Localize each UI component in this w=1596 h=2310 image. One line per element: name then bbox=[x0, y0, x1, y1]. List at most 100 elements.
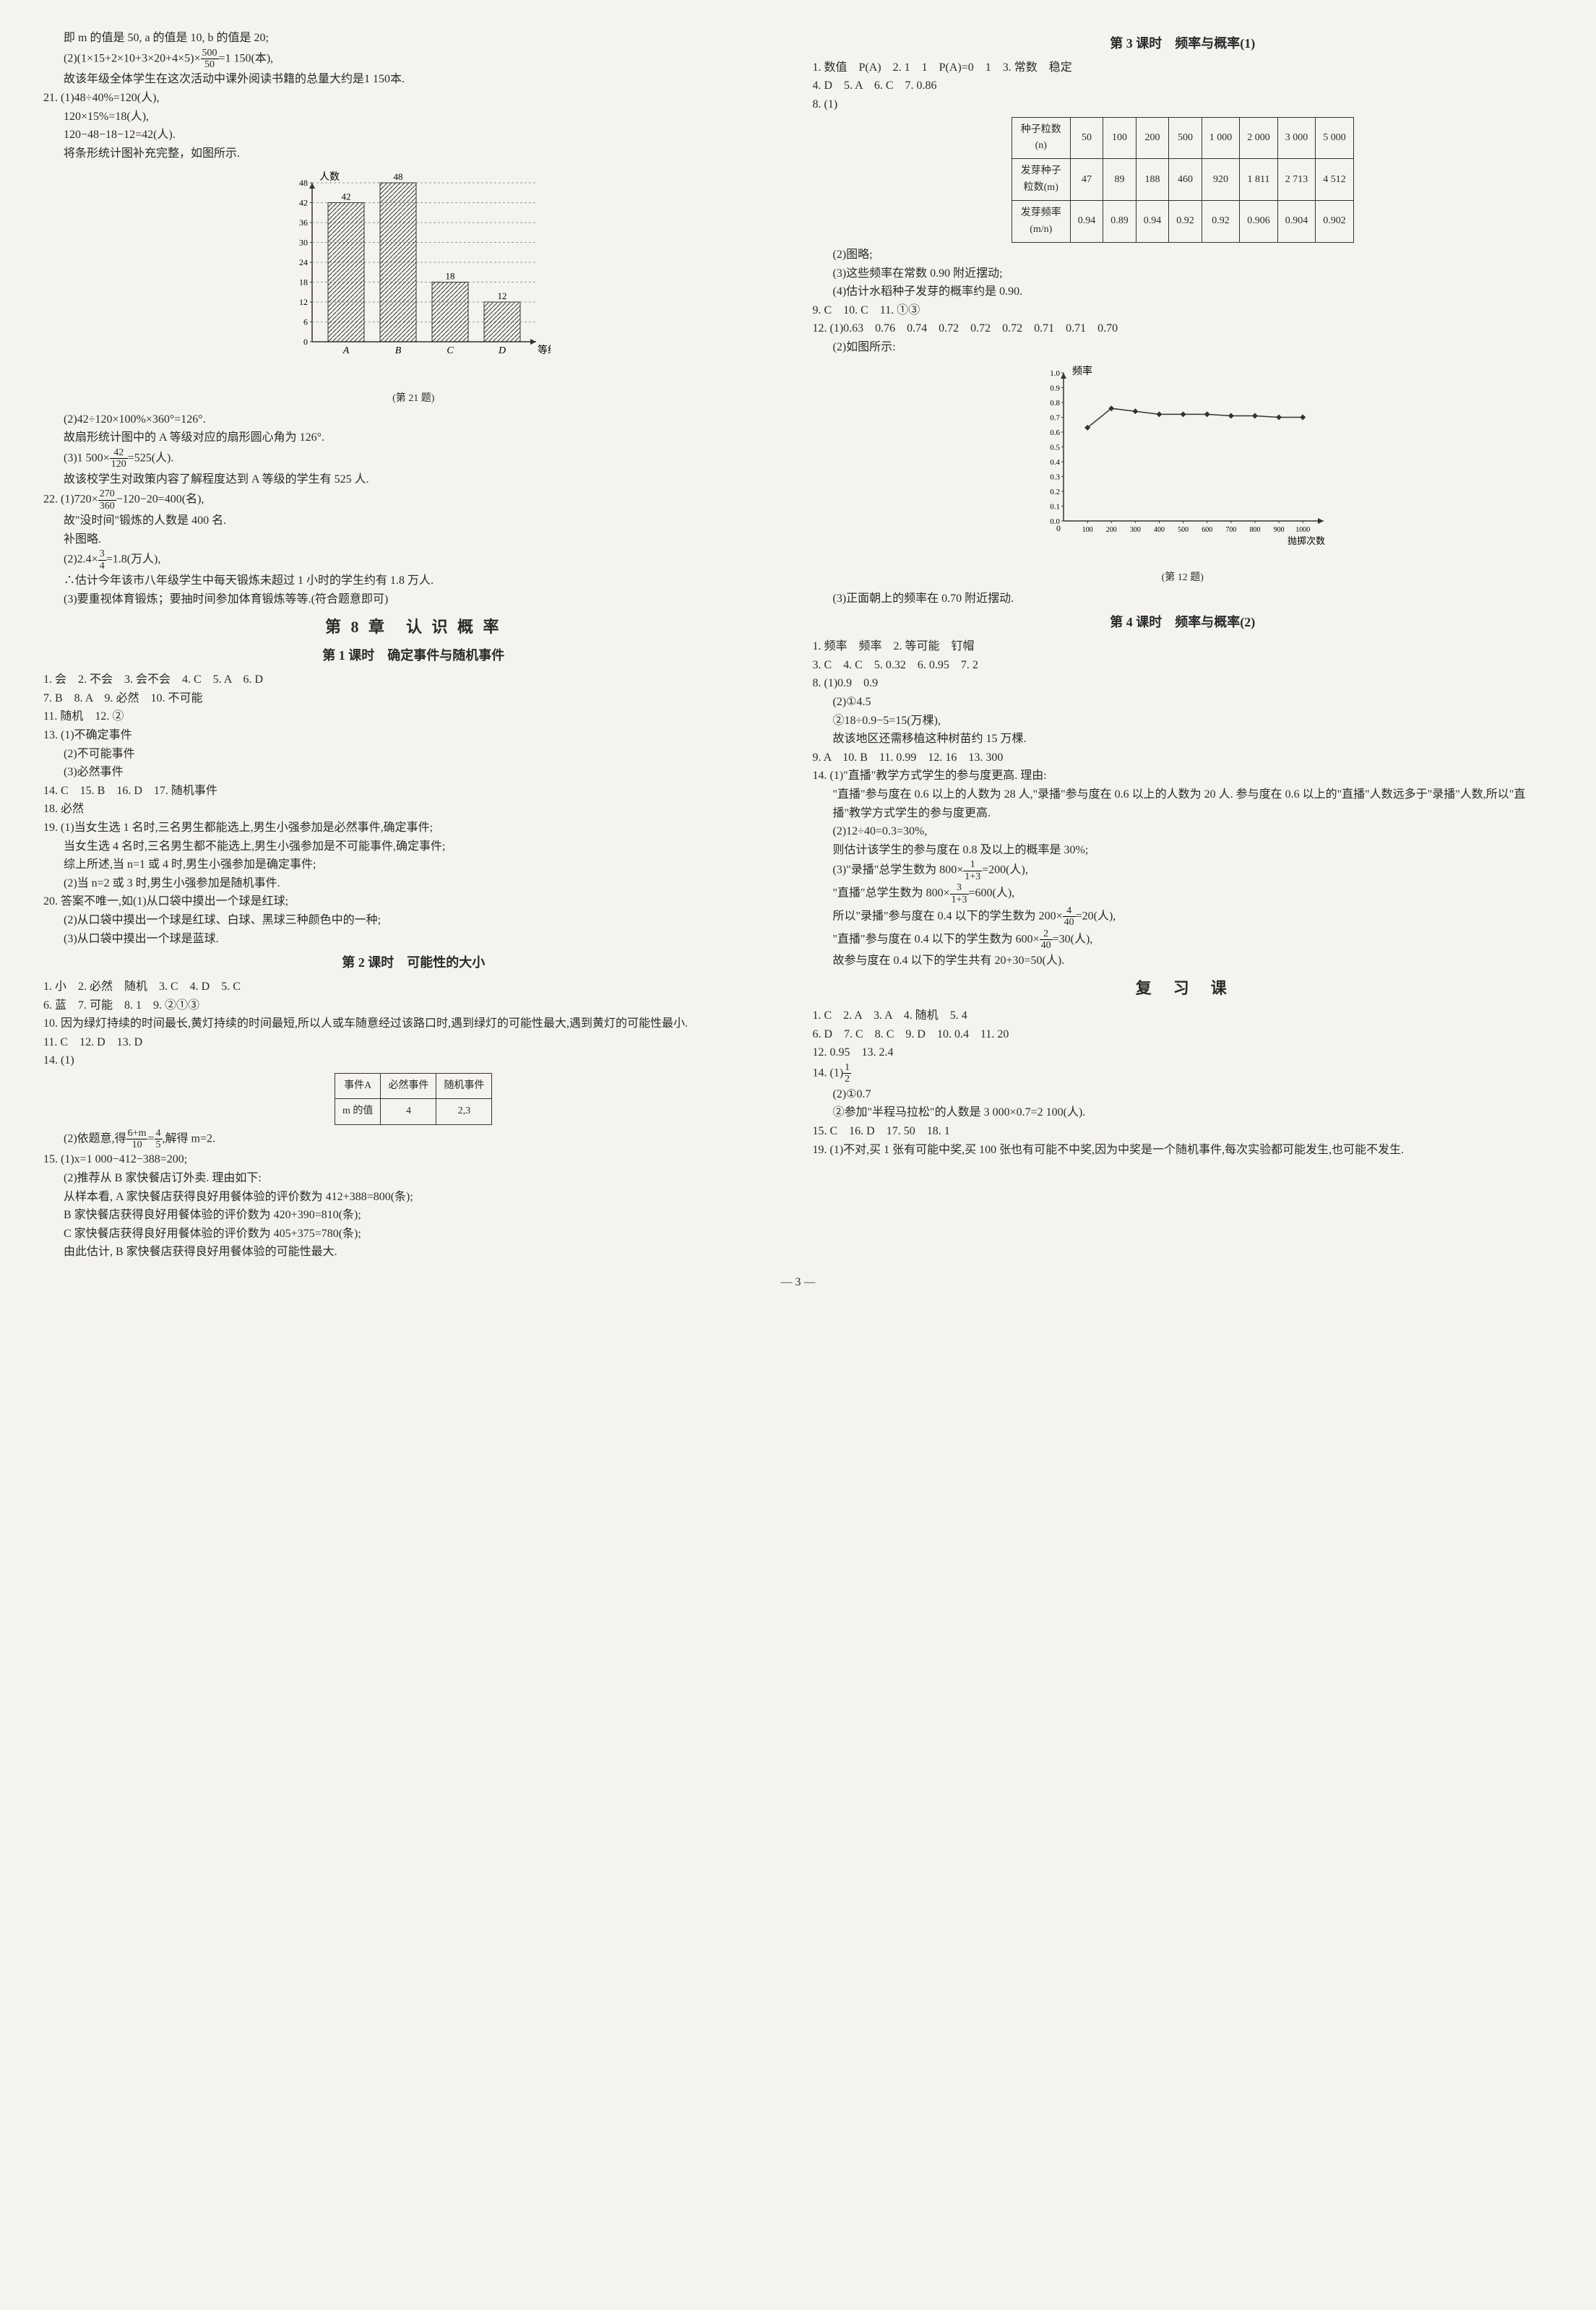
text-line: 4. D 5. A 6. C 7. 0.86 bbox=[813, 77, 1553, 95]
text-line: (3)必然事件 bbox=[43, 763, 784, 782]
text: 22. (1)720× bbox=[43, 494, 98, 506]
text: =1.8(万人), bbox=[106, 553, 161, 566]
text-line: 3. C 4. C 5. 0.32 6. 0.95 7. 2 bbox=[813, 656, 1553, 675]
svg-text:0: 0 bbox=[1056, 523, 1061, 533]
text-line: 9. C 10. C 11. ①③ bbox=[813, 301, 1553, 320]
text-line: 22. (1)720×270360−120−20=400(名), bbox=[43, 488, 784, 512]
text: "直播"参与度在 0.4 以下的学生数为 600× bbox=[833, 933, 1040, 945]
svg-text:0.2: 0.2 bbox=[1050, 488, 1060, 496]
section-title: 第 1 课时 确定事件与随机事件 bbox=[43, 645, 784, 666]
svg-text:48: 48 bbox=[394, 171, 403, 182]
text: = bbox=[147, 1132, 154, 1145]
text-line: (3)"录播"总学生数为 800×11+3=200(人), bbox=[813, 859, 1553, 882]
svg-text:0.1: 0.1 bbox=[1050, 503, 1060, 512]
chapter-title: 第 8 章 认 识 概 率 bbox=[43, 614, 784, 639]
text-line: 21. (1)48÷40%=120(人), bbox=[43, 89, 784, 108]
cell: 4 512 bbox=[1316, 159, 1354, 201]
table-q8: 种子粒数(n)501002005001 0002 0003 0005 000发芽… bbox=[1011, 117, 1354, 243]
text-line: (3)要重视体育锻炼；要抽时间参加体育锻炼等等.(符合题意即可) bbox=[43, 590, 784, 609]
fraction: 440 bbox=[1063, 905, 1076, 928]
right-column: 第 3 课时 频率与概率(1) 1. 数值 P(A) 2. 1 1 P(A)=0… bbox=[813, 29, 1553, 1262]
text-line: "直播"参与度在 0.6 以上的人数为 28 人,"录播"参与度在 0.6 以上… bbox=[813, 785, 1553, 822]
text-line: 1. 会 2. 不会 3. 会不会 4. C 5. A 6. D bbox=[43, 671, 784, 689]
fraction: 42120 bbox=[110, 447, 128, 470]
text-line: 则估计该学生的参与度在 0.8 及以上的概率是 30%; bbox=[813, 841, 1553, 860]
svg-text:24: 24 bbox=[299, 257, 308, 267]
svg-text:18: 18 bbox=[446, 271, 455, 282]
text-line: 15. (1)x=1 000−412−388=200; bbox=[43, 1150, 784, 1169]
cell: 1 000 bbox=[1202, 117, 1240, 159]
section-title: 第 4 课时 频率与概率(2) bbox=[813, 612, 1553, 633]
text-line: (2)①0.7 bbox=[813, 1085, 1553, 1104]
text-line: 补图略. bbox=[43, 530, 784, 549]
cell: 920 bbox=[1202, 159, 1240, 201]
page-number: — 3 — bbox=[43, 1273, 1553, 1292]
text-line: (2)图略; bbox=[813, 246, 1553, 264]
text-line: 所以"录播"参与度在 0.4 以下的学生数为 200×440=20(人), bbox=[813, 905, 1553, 928]
text-line: (2)如图所示: bbox=[813, 338, 1553, 357]
svg-text:500: 500 bbox=[1178, 526, 1189, 534]
svg-text:B: B bbox=[395, 345, 402, 356]
text: =525(人). bbox=[128, 452, 174, 464]
text: (3)1 500× bbox=[64, 452, 110, 464]
text-line: 12. (1)0.63 0.76 0.74 0.72 0.72 0.72 0.7… bbox=[813, 319, 1553, 338]
text: =30(人), bbox=[1053, 933, 1093, 945]
text-line: 13. (1)不确定事件 bbox=[43, 726, 784, 745]
svg-text:42: 42 bbox=[342, 191, 351, 202]
cell: 100 bbox=[1103, 117, 1136, 159]
text-line: 120×15%=18(人), bbox=[43, 108, 784, 126]
svg-text:0.9: 0.9 bbox=[1050, 384, 1060, 393]
svg-text:1000: 1000 bbox=[1295, 526, 1310, 534]
svg-text:900: 900 bbox=[1273, 526, 1284, 534]
cell: 事件A bbox=[335, 1073, 381, 1098]
cell: 500 bbox=[1169, 117, 1202, 159]
cell: 0.92 bbox=[1169, 201, 1202, 243]
fraction: 12 bbox=[843, 1062, 851, 1085]
svg-text:36: 36 bbox=[299, 217, 308, 228]
table-row: 发芽频率(m/n)0.940.890.940.920.920.9060.9040… bbox=[1011, 201, 1353, 243]
svg-text:800: 800 bbox=[1249, 526, 1260, 534]
text-line: 由此估计, B 家快餐店获得良好用餐体验的可能性最大. bbox=[43, 1243, 784, 1262]
page: 即 m 的值是 50, a 的值是 10, b 的值是 20; (2)(1×15… bbox=[43, 29, 1553, 1262]
text-line: (3)这些频率在常数 0.90 附近摆动; bbox=[813, 264, 1553, 283]
text-line: 11. 随机 12. ② bbox=[43, 707, 784, 726]
text-line: "直播"参与度在 0.4 以下的学生数为 600×240=30(人), bbox=[813, 928, 1553, 952]
svg-text:D: D bbox=[498, 345, 506, 356]
svg-text:频率: 频率 bbox=[1072, 365, 1092, 377]
text: =1 150(本), bbox=[219, 52, 274, 64]
text-line: B 家快餐店获得良好用餐体验的评价数为 420+390=810(条); bbox=[43, 1206, 784, 1225]
table-row: 种子粒数(n)501002005001 0002 0003 0005 000 bbox=[1011, 117, 1353, 159]
text-line: 14. C 15. B 16. D 17. 随机事件 bbox=[43, 782, 784, 801]
cell: 200 bbox=[1136, 117, 1169, 159]
text: 所以"录播"参与度在 0.4 以下的学生数为 200× bbox=[833, 910, 1063, 923]
text: ,解得 m=2. bbox=[163, 1132, 215, 1145]
section-title: 第 2 课时 可能性的大小 bbox=[43, 952, 784, 973]
text-line: (2)①4.5 bbox=[813, 693, 1553, 712]
svg-text:0.3: 0.3 bbox=[1050, 473, 1060, 482]
text-line: C 家快餐店获得良好用餐体验的评价数为 405+375=780(条); bbox=[43, 1225, 784, 1244]
text-line: 14. (1)"直播"教学方式学生的参与度更高. 理由: bbox=[813, 767, 1553, 785]
cell: 2 000 bbox=[1240, 117, 1278, 159]
text-line: (3)从口袋中摸出一个球是蓝球. bbox=[43, 930, 784, 949]
svg-text:700: 700 bbox=[1225, 526, 1236, 534]
svg-text:A: A bbox=[342, 345, 350, 356]
text-line: (2)从口袋中摸出一个球是红球、白球、黑球三种颜色中的一种; bbox=[43, 911, 784, 930]
text-line: 11. C 12. D 13. D bbox=[43, 1033, 784, 1052]
cell: 0.904 bbox=[1277, 201, 1316, 243]
text-line: 18. 必然 bbox=[43, 800, 784, 819]
svg-text:18: 18 bbox=[299, 277, 308, 288]
fraction: 240 bbox=[1040, 928, 1053, 952]
svg-text:100: 100 bbox=[1082, 526, 1092, 534]
text-line: 从样本看, A 家快餐店获得良好用餐体验的评价数为 412+388=800(条)… bbox=[43, 1188, 784, 1207]
text: (3)"录播"总学生数为 800× bbox=[833, 864, 964, 876]
text-line: 6. 蓝 7. 可能 8. 1 9. ②①③ bbox=[43, 996, 784, 1015]
text-line: 19. (1)不对,买 1 张有可能中奖,买 100 张也有可能不中奖,因为中奖… bbox=[813, 1141, 1553, 1160]
svg-text:0.5: 0.5 bbox=[1050, 444, 1060, 452]
text: (2)依题意,得 bbox=[64, 1132, 126, 1145]
text-line: 故扇形统计图中的 A 等级对应的扇形圆心角为 126°. bbox=[43, 428, 784, 447]
text: (2)2.4× bbox=[64, 553, 98, 566]
text-line: 当女生选 4 名时,三名男生都不能选上,男生小强参加是不可能事件,确定事件; bbox=[43, 837, 784, 856]
table-row: 发芽种子粒数(m)47891884609201 8112 7134 512 bbox=[1011, 159, 1353, 201]
bar-chart-q21: 061218243036424842A48B18C12D人数等级 bbox=[276, 168, 551, 385]
cell: 0.906 bbox=[1240, 201, 1278, 243]
